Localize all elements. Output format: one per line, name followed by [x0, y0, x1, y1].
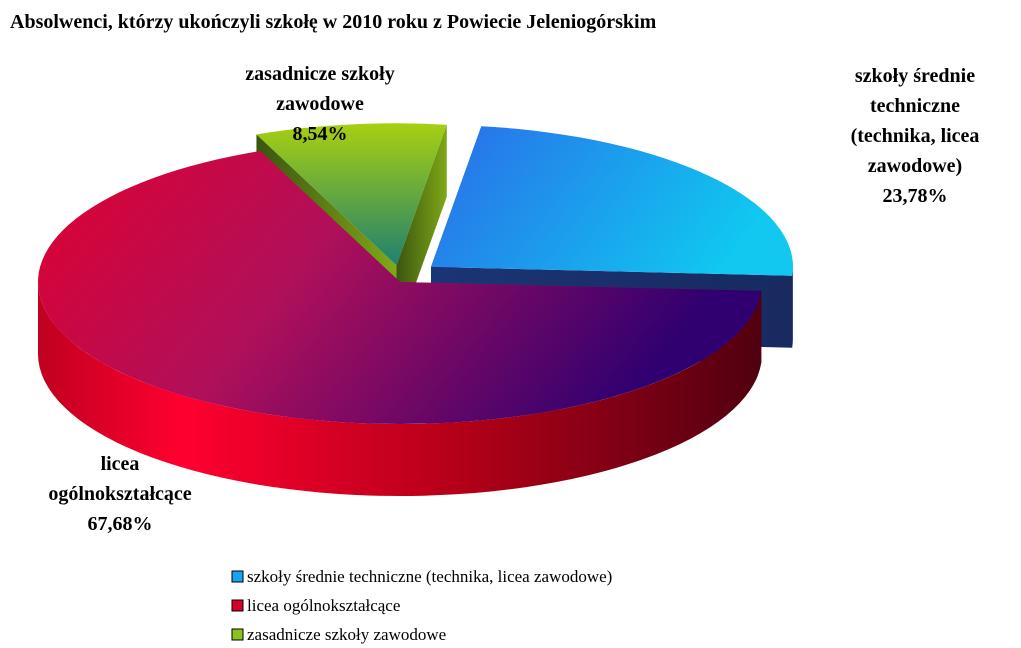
- slice: [256, 123, 447, 266]
- legend-swatch: [231, 599, 244, 612]
- legend-swatch: [231, 628, 244, 641]
- slice-value-label: 8,54%: [293, 123, 348, 145]
- slice-value-label: 67,68%: [88, 513, 153, 535]
- legend-label: licea ogólnokształcące: [247, 596, 400, 615]
- slice-label: licea ogólnokształcące: [48, 453, 191, 505]
- slice-value-label: 23,78%: [883, 185, 948, 207]
- slice: [37, 151, 762, 424]
- legend-label: szkoły średnie techniczne (technika, lic…: [247, 567, 612, 586]
- slice-wall: [792, 266, 793, 348]
- slice: [430, 126, 793, 276]
- slice-wall: [38, 282, 762, 497]
- legend-swatch: [231, 570, 244, 583]
- slice-label: zasadnicze szkoły zawodowe: [245, 63, 394, 115]
- legend-label: zasadnicze szkoły zawodowe: [247, 625, 446, 644]
- chart-title: Absolwenci, którzy ukończyli szkołę w 20…: [10, 11, 657, 33]
- slice-label: szkoły średnie techniczne (technika, licea…: [851, 65, 980, 177]
